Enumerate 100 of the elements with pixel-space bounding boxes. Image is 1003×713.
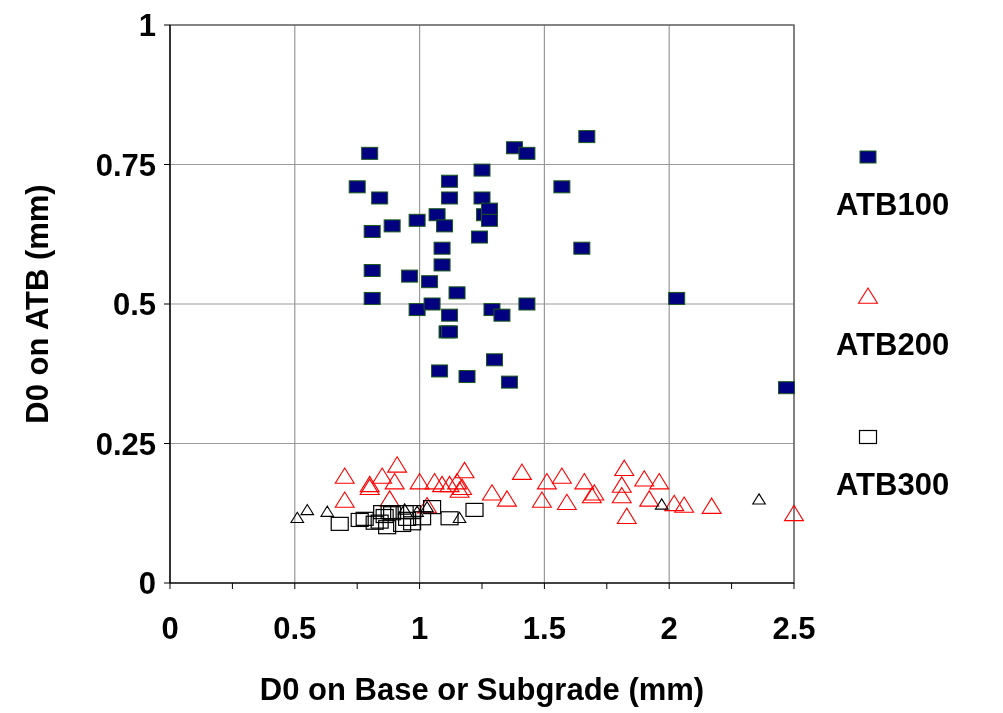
- legend-label: ATB100: [836, 187, 950, 222]
- point: [614, 459, 635, 477]
- point: [551, 467, 572, 484]
- point: [363, 224, 381, 238]
- point: [473, 163, 491, 177]
- point: [441, 191, 459, 205]
- point: [290, 511, 305, 524]
- point: [383, 219, 401, 233]
- point: [370, 514, 389, 529]
- point: [441, 308, 459, 322]
- point: [574, 473, 595, 490]
- point: [511, 463, 532, 480]
- point: [372, 467, 393, 484]
- point: [436, 219, 454, 233]
- point: [473, 191, 491, 205]
- point: [403, 516, 422, 531]
- point: [448, 286, 466, 300]
- point: [348, 180, 366, 194]
- point: [500, 375, 518, 389]
- x-tick-label: 2.5: [772, 611, 816, 646]
- point: [556, 493, 577, 511]
- point: [350, 512, 369, 528]
- point: [398, 511, 417, 526]
- point: [428, 208, 446, 222]
- point: [375, 508, 394, 524]
- point: [441, 174, 459, 188]
- point: [471, 230, 488, 244]
- point: [664, 494, 685, 512]
- point: [433, 258, 451, 272]
- point: [616, 507, 637, 525]
- point: [674, 496, 695, 513]
- point: [668, 291, 686, 305]
- point: [654, 498, 669, 510]
- point: [421, 275, 439, 289]
- point: [481, 484, 502, 501]
- point: [531, 491, 552, 508]
- point: [408, 213, 426, 227]
- point: [395, 505, 414, 520]
- point: [363, 291, 381, 305]
- x-axis-title: D0 on Base or Subgrade (mm): [259, 672, 705, 707]
- point: [536, 473, 557, 490]
- point: [431, 364, 449, 378]
- point: [432, 475, 453, 493]
- point: [573, 241, 591, 255]
- legend-label: ATB200: [836, 327, 950, 362]
- point: [413, 511, 432, 526]
- point: [393, 517, 412, 533]
- point: [330, 516, 349, 531]
- point: [320, 505, 335, 517]
- x-tick-label: 0.5: [273, 611, 317, 646]
- y-tick-label: 0.5: [112, 287, 156, 322]
- point: [480, 202, 498, 216]
- point: [611, 486, 632, 504]
- point: [784, 504, 804, 522]
- point: [300, 503, 315, 516]
- point: [465, 502, 484, 517]
- point: [778, 381, 796, 395]
- point: [397, 503, 412, 515]
- point: [439, 475, 460, 493]
- point: [649, 473, 670, 490]
- point: [409, 473, 430, 490]
- point: [334, 467, 355, 484]
- point: [480, 213, 498, 227]
- y-tick-label: 1: [138, 8, 156, 43]
- point: [433, 241, 451, 255]
- point: [378, 520, 397, 535]
- point: [518, 297, 536, 311]
- point: [365, 515, 384, 530]
- point: [422, 500, 442, 515]
- point: [752, 493, 766, 505]
- y-axis-title: D0 on ATB (mm): [20, 184, 55, 424]
- y-tick-label: 0.25: [95, 426, 156, 462]
- point: [493, 308, 511, 322]
- legend-label: ATB300: [836, 467, 950, 502]
- point: [639, 490, 660, 507]
- point: [518, 146, 536, 160]
- point: [458, 370, 476, 384]
- point: [384, 473, 405, 490]
- y-tick-label: 0: [138, 566, 156, 601]
- point: [423, 297, 441, 311]
- point: [334, 491, 355, 508]
- x-tick-label: 1.5: [522, 611, 566, 646]
- point: [355, 511, 374, 526]
- point: [387, 456, 408, 473]
- x-tick-label: 1: [410, 611, 429, 646]
- point: [361, 146, 379, 160]
- point: [373, 505, 392, 520]
- x-tick-label: 0: [161, 611, 179, 646]
- x-tick-label: 2: [660, 611, 678, 646]
- point: [496, 490, 517, 507]
- point: [401, 269, 419, 283]
- point: [454, 461, 475, 479]
- point: [363, 264, 381, 278]
- point: [485, 353, 503, 367]
- point: [440, 511, 459, 526]
- point: [403, 505, 422, 520]
- point: [447, 473, 468, 490]
- point: [578, 130, 596, 144]
- point: [553, 180, 571, 194]
- point: [424, 473, 445, 490]
